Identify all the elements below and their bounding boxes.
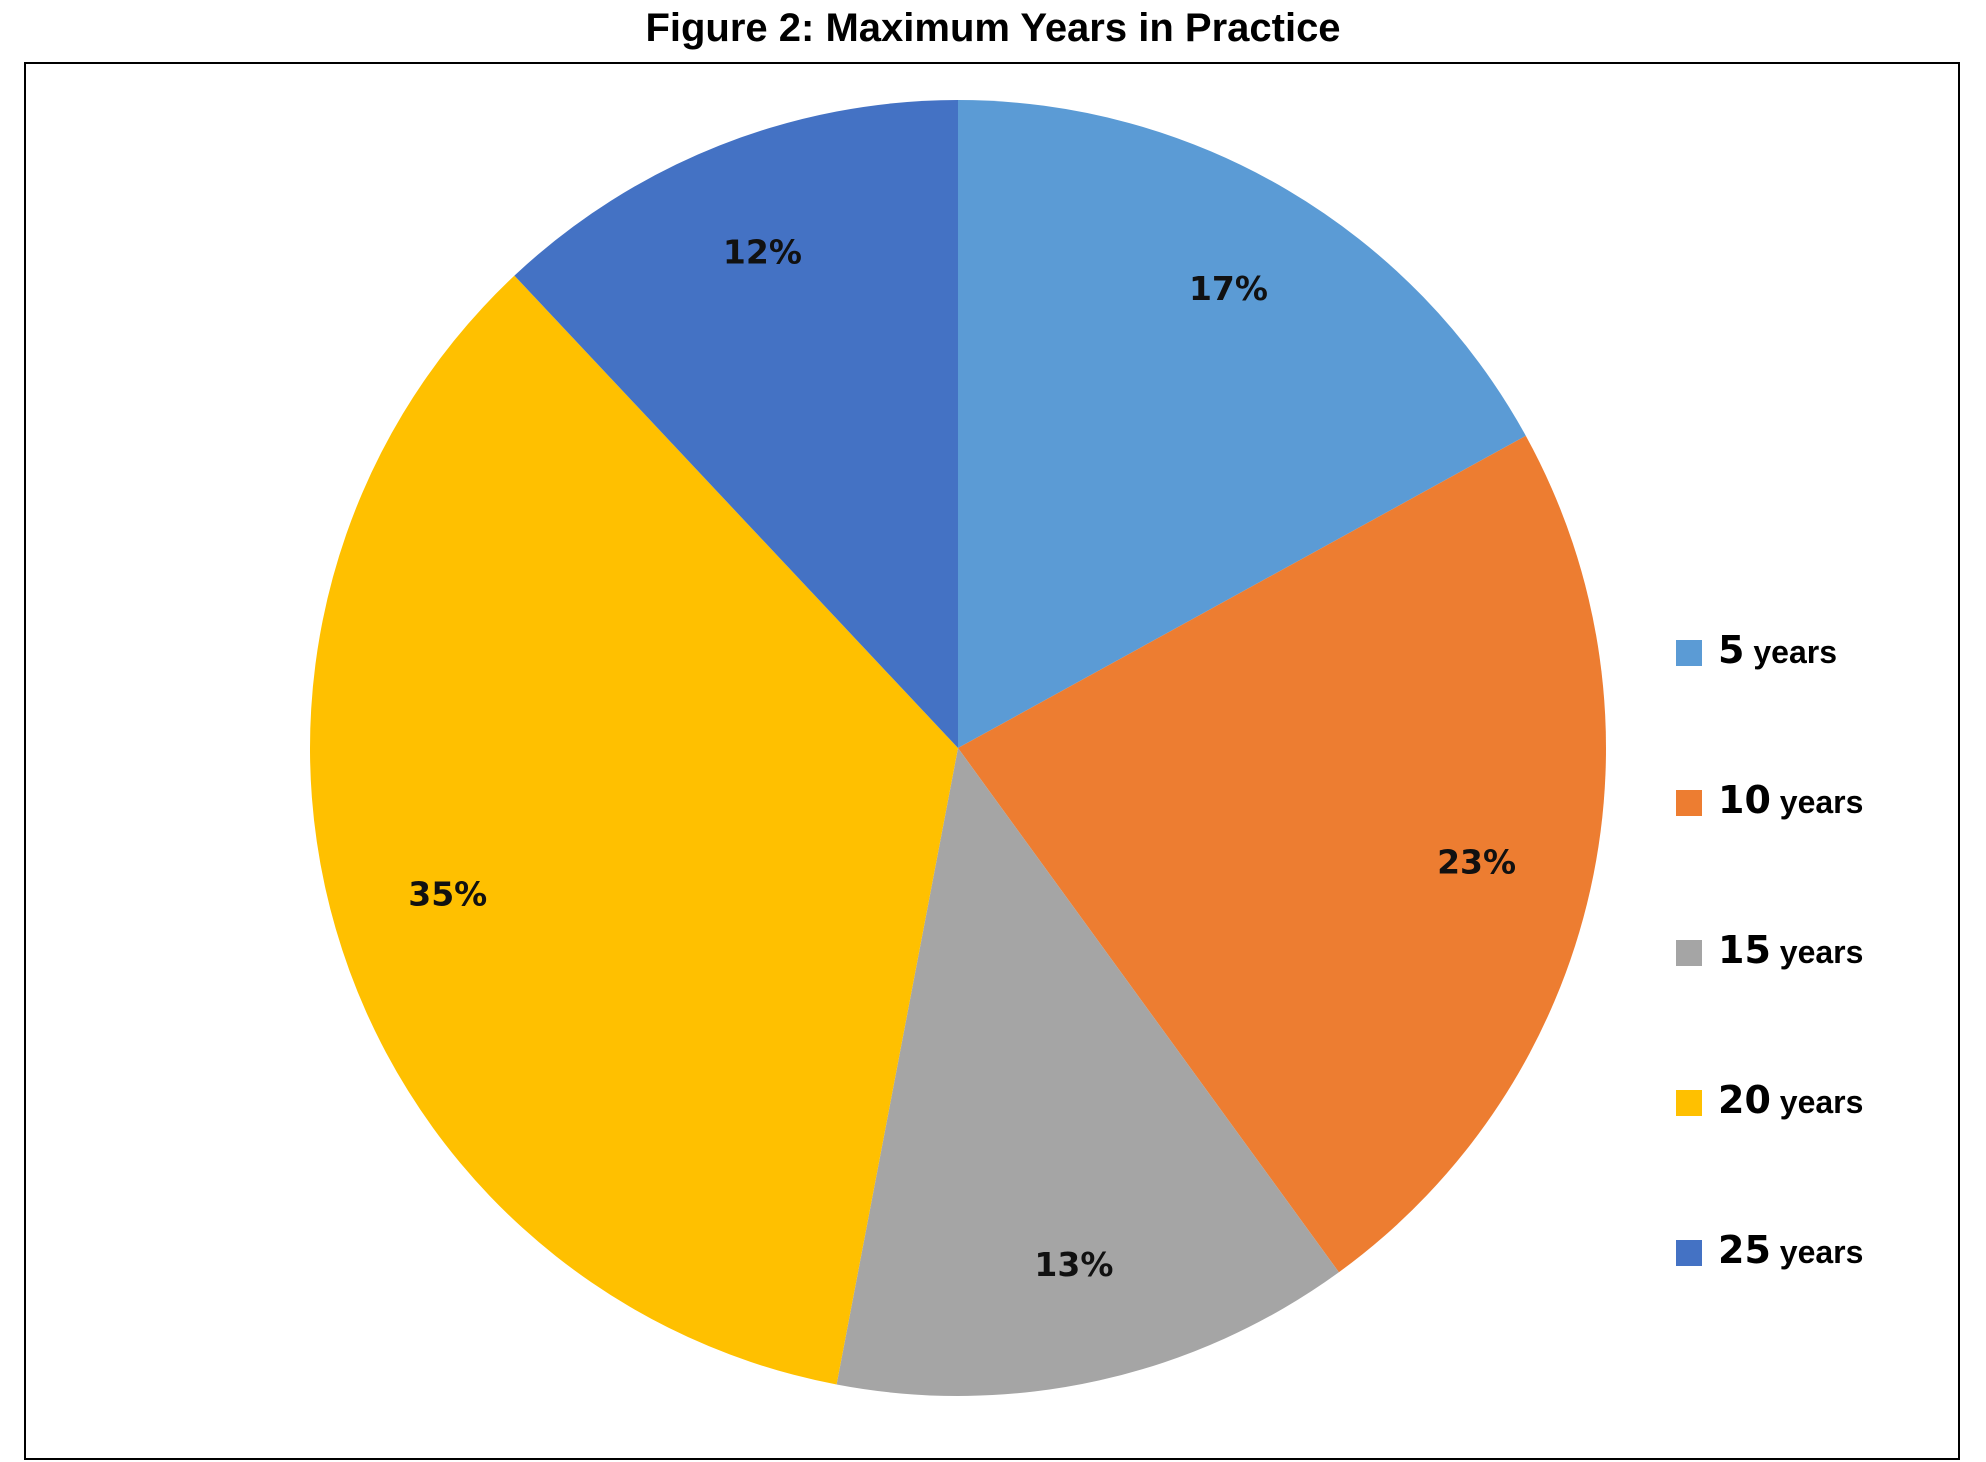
data-label-25-years: 12%	[723, 232, 802, 271]
pie-slice-15-years	[836, 748, 1339, 1396]
legend-label: 10 years	[1718, 778, 1863, 822]
pie-chart: 17% 23% 13% 35% 12%	[310, 100, 1606, 1396]
chart-title: Figure 2: Maximum Years in Practice	[645, 6, 1341, 50]
data-label-15-years: 13%	[1034, 1245, 1113, 1284]
legend-unit: years	[1770, 784, 1864, 820]
pie-slice-20-years	[310, 275, 959, 1385]
pie-slice-25-years	[514, 100, 958, 748]
legend-number: 25	[1718, 1228, 1771, 1272]
legend-number: 5	[1718, 628, 1745, 672]
legend-swatch	[1676, 940, 1702, 966]
data-label-20-years: 35%	[408, 875, 487, 914]
pie-slice-10-years	[958, 435, 1606, 1273]
pie-slice-5-years	[958, 100, 1526, 748]
legend-number: 15	[1718, 928, 1771, 972]
data-label-5-years: 17%	[1189, 269, 1268, 308]
chart-area: 17% 23% 13% 35% 12% 5 years 10 years 15 years 2…	[24, 62, 1960, 1460]
legend-swatch	[1676, 1240, 1702, 1266]
legend-unit: years	[1744, 634, 1837, 670]
legend-swatch	[1676, 790, 1702, 816]
legend-label: 25 years	[1718, 1228, 1863, 1272]
legend-swatch	[1676, 1090, 1702, 1116]
legend-swatch	[1676, 640, 1702, 666]
legend-label: 5 years	[1718, 628, 1837, 672]
data-label-10-years: 23%	[1437, 842, 1516, 881]
legend-label: 15 years	[1718, 928, 1863, 972]
legend-number: 20	[1718, 1078, 1771, 1122]
legend-unit: years	[1770, 1084, 1864, 1120]
legend-unit: years	[1770, 1234, 1864, 1270]
legend-unit: years	[1770, 934, 1864, 970]
legend-label: 20 years	[1718, 1078, 1863, 1122]
legend-number: 10	[1718, 778, 1771, 822]
